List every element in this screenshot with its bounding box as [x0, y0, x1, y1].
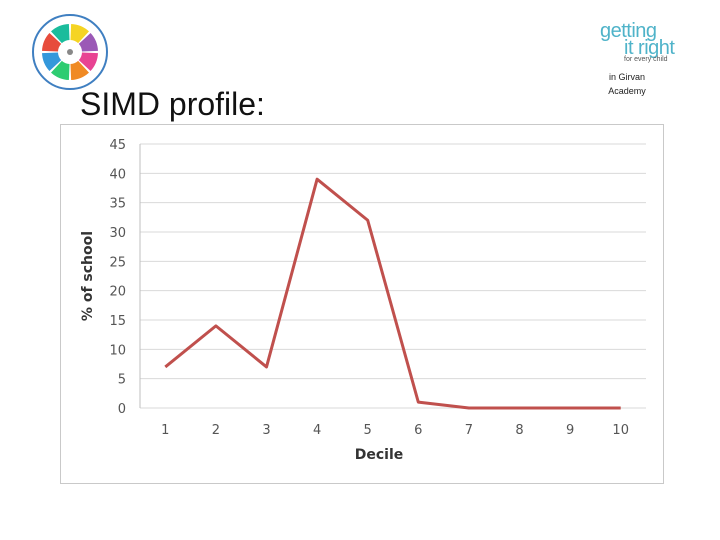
x-tick-label: 2	[212, 423, 220, 438]
wheel-segment	[78, 33, 98, 52]
wheel-segment	[70, 60, 89, 80]
y-tick-label: 40	[109, 167, 126, 182]
y-tick-label: 45	[109, 138, 126, 153]
y-tick-label: 0	[118, 402, 126, 417]
girfec-logo-tagline: for every child	[624, 56, 668, 63]
page-title: SIMD profile:	[80, 86, 265, 122]
wheel-segment	[70, 24, 89, 44]
y-tick-label: 30	[109, 226, 126, 241]
x-tick-label: 9	[566, 423, 574, 438]
x-tick-label: 5	[364, 423, 372, 438]
y-axis-title: % of school	[80, 231, 96, 321]
wheel-segment	[42, 33, 62, 52]
wheel-segment	[51, 24, 70, 44]
chart-frame	[60, 124, 664, 484]
x-tick-label: 4	[313, 423, 321, 438]
x-tick-label: 7	[465, 423, 473, 438]
x-axis-title: Decile	[355, 447, 404, 463]
wheel-segment	[78, 52, 98, 71]
x-tick-label: 8	[515, 423, 523, 438]
girfec-logo: getting it right for every child	[598, 20, 688, 68]
wheel-segment	[51, 60, 70, 80]
x-tick-label: 3	[262, 423, 270, 438]
y-tick-label: 5	[118, 373, 126, 388]
girfec-logo-line-2: it right	[624, 37, 675, 59]
school-name: in Girvan Academy	[608, 72, 646, 96]
y-tick-label: 10	[109, 343, 126, 358]
girfec-logo-line-1: getting	[600, 20, 657, 42]
wheel-segment	[42, 52, 62, 71]
x-tick-label: 1	[161, 423, 169, 438]
series-line	[164, 177, 621, 410]
x-tick-label: 6	[414, 423, 422, 438]
y-tick-label: 20	[109, 285, 126, 300]
x-tick-label: 10	[612, 423, 629, 438]
wheel-logo-icon	[32, 14, 108, 90]
y-tick-label: 15	[109, 314, 126, 329]
y-tick-label: 25	[109, 255, 126, 270]
y-tick-label: 35	[109, 197, 126, 212]
